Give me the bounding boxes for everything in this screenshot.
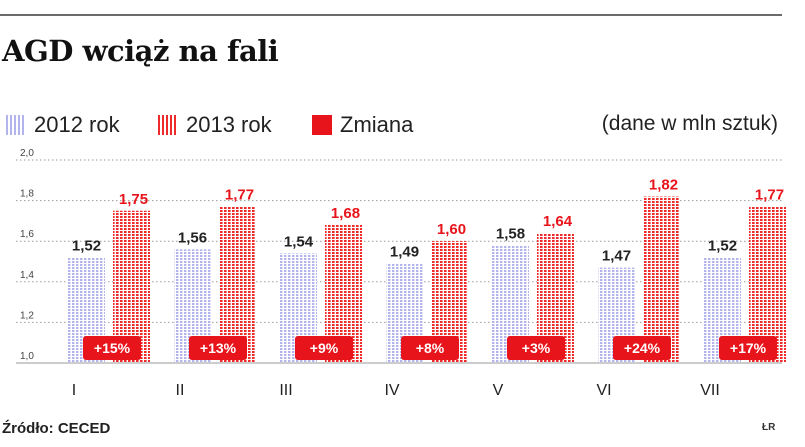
y-tick-label: 1,4 bbox=[20, 270, 34, 281]
data-label-2012: 1,58 bbox=[496, 225, 525, 242]
legend-label-2012: 2012 rok bbox=[34, 112, 120, 137]
data-label-2012: 1,52 bbox=[708, 237, 737, 254]
legend-item-2013: 2013 rok bbox=[158, 112, 272, 138]
legend-label-2013: 2013 rok bbox=[186, 112, 272, 137]
change-label: +17% bbox=[730, 340, 767, 356]
data-label-2012: 1,47 bbox=[602, 248, 631, 265]
data-label-2012: 1,54 bbox=[284, 233, 314, 250]
x-tick-label: IV bbox=[384, 382, 399, 399]
legend-item-2012: 2012 rok bbox=[6, 112, 120, 138]
source-note: Źródło: CECED bbox=[2, 420, 111, 437]
change-label: +3% bbox=[522, 340, 551, 356]
change-badge bbox=[189, 336, 247, 360]
x-tick-label: VI bbox=[596, 382, 611, 399]
change-label: +24% bbox=[624, 340, 661, 356]
change-label: +8% bbox=[416, 340, 445, 356]
change-badge bbox=[507, 336, 565, 360]
change-badge bbox=[719, 336, 777, 360]
top-rule bbox=[0, 14, 782, 16]
chart-title: AGD wciąż na fali bbox=[2, 34, 279, 68]
change-badge bbox=[295, 336, 353, 360]
y-tick-label: 1,0 bbox=[20, 351, 34, 362]
change-label: +13% bbox=[200, 340, 237, 356]
data-label-2013: 1,77 bbox=[755, 187, 784, 204]
legend-swatch-change bbox=[312, 115, 332, 135]
x-tick-label: V bbox=[493, 382, 504, 399]
y-tick-label: 1,8 bbox=[20, 189, 34, 200]
y-tick-label: 2,0 bbox=[20, 148, 34, 159]
change-badge bbox=[83, 336, 141, 360]
y-tick-label: 1,6 bbox=[20, 229, 34, 240]
legend-swatch-2012 bbox=[6, 115, 26, 135]
legend-swatch-2013 bbox=[158, 115, 178, 135]
author-credit: ŁR bbox=[762, 422, 776, 433]
x-tick-label: I bbox=[72, 382, 76, 399]
change-badge bbox=[401, 336, 459, 360]
x-tick-label: II bbox=[176, 382, 185, 399]
data-label-2013: 1,60 bbox=[437, 221, 466, 238]
change-label: +9% bbox=[310, 340, 339, 356]
legend: 2012 rok 2013 rok Zmiana (dane w mln szt… bbox=[6, 112, 786, 142]
data-label-2013: 1,68 bbox=[331, 205, 360, 222]
data-label-2012: 1,52 bbox=[72, 237, 101, 254]
change-label: +15% bbox=[94, 340, 131, 356]
change-badge bbox=[613, 336, 671, 360]
data-label-2013: 1,64 bbox=[543, 213, 573, 230]
data-label-2013: 1,75 bbox=[119, 191, 148, 208]
unit-note: (dane w mln sztuk) bbox=[601, 112, 778, 135]
bar-2013 bbox=[643, 196, 680, 363]
data-label-2012: 1,49 bbox=[390, 244, 419, 261]
legend-label-change: Zmiana bbox=[340, 112, 414, 137]
x-tick-label: VII bbox=[700, 382, 720, 399]
y-tick-label: 1,2 bbox=[20, 310, 34, 321]
x-tick-label: III bbox=[279, 382, 292, 399]
legend-item-change: Zmiana bbox=[312, 112, 413, 138]
data-label-2013: 1,77 bbox=[225, 187, 254, 204]
data-label-2013: 1,82 bbox=[649, 177, 678, 194]
data-label-2012: 1,56 bbox=[178, 229, 207, 246]
